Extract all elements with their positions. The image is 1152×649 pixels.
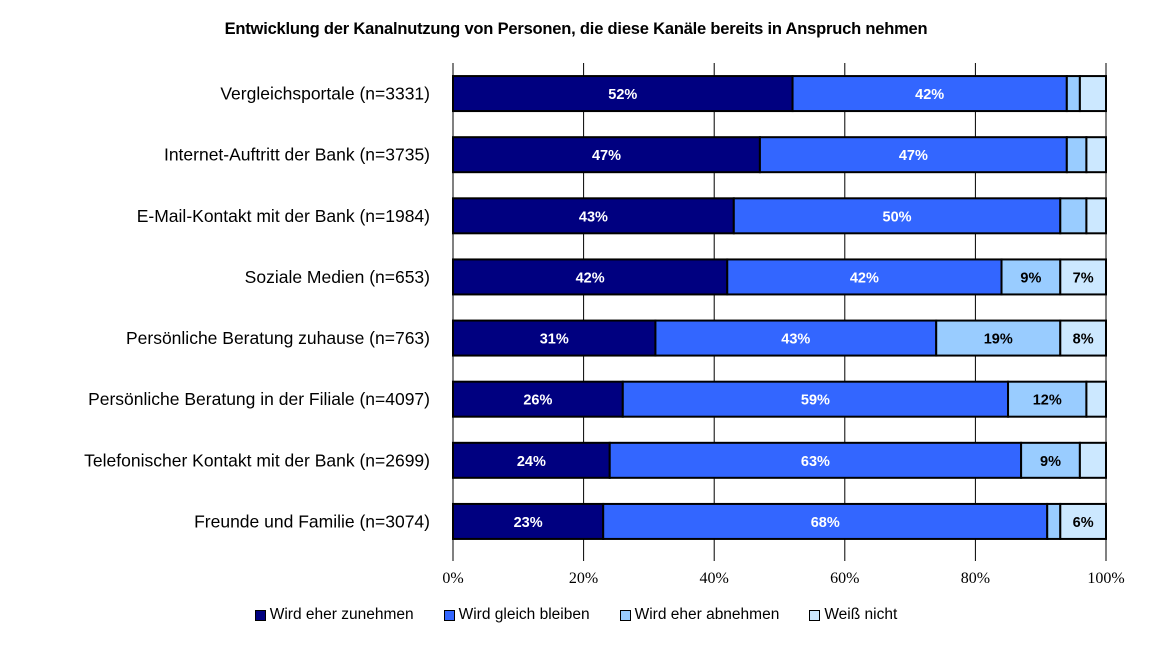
legend-swatch <box>443 609 455 621</box>
data-label: 8% <box>1073 332 1094 348</box>
x-axis-ticks: 0% 20% 40% 60% 80% 100% <box>442 570 1124 587</box>
bar-segment <box>1065 136 1088 174</box>
category-labels: Vergleichsportale (n=3331) Internet-Auftr… <box>84 84 430 532</box>
legend-item: Wird eher abnehmen <box>619 606 780 624</box>
bar-segment <box>1007 380 1088 418</box>
bar-segment <box>452 380 624 418</box>
data-label: 68% <box>811 515 840 531</box>
data-label: 43% <box>781 332 810 348</box>
legend-item: Wird gleich bleiben <box>443 606 590 624</box>
legend-label: Wird eher zunehmen <box>269 606 414 623</box>
legend-label: Wird gleich bleiben <box>458 606 590 623</box>
legend-label: Wird eher abnehmen <box>634 606 780 623</box>
bar-segment <box>621 380 1010 418</box>
bar-segment <box>1085 136 1108 174</box>
bar-segment <box>654 319 938 357</box>
legend-item: Wird eher zunehmen <box>254 606 414 624</box>
data-label: 50% <box>883 209 912 225</box>
data-label: 47% <box>592 148 621 164</box>
legend-item: Weiß nicht <box>809 606 897 624</box>
data-label: 31% <box>540 332 569 348</box>
data-label: 47% <box>899 148 928 164</box>
legend-swatch <box>254 609 266 621</box>
category-label: Soziale Medien (n=653) <box>245 267 430 287</box>
category-label: Persönliche Beratung in der Filiale (n=4… <box>88 389 430 409</box>
bar-segment <box>1046 502 1062 540</box>
bar-segment <box>1059 319 1108 357</box>
category-label: E-Mail-Kontakt mit der Bank (n=1984) <box>137 206 430 226</box>
bar-segment <box>1059 502 1108 540</box>
bar-segment <box>1078 441 1108 479</box>
bar-segment <box>1078 75 1108 113</box>
bar-segment <box>791 75 1068 113</box>
bar-segment <box>726 258 1003 296</box>
data-label: 63% <box>801 454 830 470</box>
data-label: 52% <box>608 87 637 103</box>
data-label: 9% <box>1040 454 1061 470</box>
bar-segment <box>1065 75 1081 113</box>
category-label: Vergleichsportale (n=3331) <box>220 84 430 104</box>
x-tick-label: 100% <box>1087 570 1124 587</box>
data-label: 42% <box>576 270 605 286</box>
legend-swatch <box>619 609 631 621</box>
data-label: 43% <box>579 209 608 225</box>
bar-segment <box>1085 380 1108 418</box>
data-label: 7% <box>1073 270 1094 286</box>
bar-segment <box>1059 258 1108 296</box>
data-label: 59% <box>801 393 830 409</box>
data-label: 42% <box>915 87 944 103</box>
bar-segment <box>1059 197 1088 235</box>
bar-segment <box>452 441 611 479</box>
category-label: Internet-Auftritt der Bank (n=3735) <box>164 145 430 165</box>
category-label: Persönliche Beratung zuhause (n=763) <box>126 328 430 348</box>
category-label: Telefonischer Kontakt mit der Bank (n=26… <box>84 450 430 470</box>
data-label: 42% <box>850 270 879 286</box>
data-label: 26% <box>523 393 552 409</box>
bar-segment <box>452 258 729 296</box>
bar-segment <box>452 197 735 235</box>
bars: 52% 42% 47% 47% 43% 50% 42% 42% 9% 7% 31% 43% 19% 8% 2… <box>452 75 1108 540</box>
data-label: 23% <box>514 515 543 531</box>
data-label: 19% <box>984 332 1013 348</box>
bar-segment <box>602 502 1049 540</box>
x-tick-label: 0% <box>442 570 463 587</box>
data-label: 9% <box>1020 270 1041 286</box>
data-label: 6% <box>1073 515 1094 531</box>
bar-segment <box>758 136 1068 174</box>
x-tick-label: 60% <box>830 570 859 587</box>
bar-segment <box>608 441 1023 479</box>
bar-segment <box>732 197 1062 235</box>
bar-segment <box>452 319 657 357</box>
data-label: 24% <box>517 454 546 470</box>
category-label: Freunde und Familie (n=3074) <box>194 511 430 531</box>
x-tick-label: 40% <box>700 570 729 587</box>
data-label: 12% <box>1033 393 1062 409</box>
bar-segment <box>452 502 605 540</box>
legend-label: Weiß nicht <box>824 606 898 623</box>
x-tick-label: 80% <box>961 570 990 587</box>
x-tick-label: 20% <box>569 570 598 587</box>
legend: Wird eher zunehmen Wird gleich bleiben Wir… <box>0 606 1152 624</box>
bar-segment <box>452 136 761 174</box>
legend-swatch <box>809 609 821 621</box>
chart-title: Entwicklung der Kanalnutzung von Persone… <box>224 20 928 38</box>
bar-segment <box>1085 197 1108 235</box>
